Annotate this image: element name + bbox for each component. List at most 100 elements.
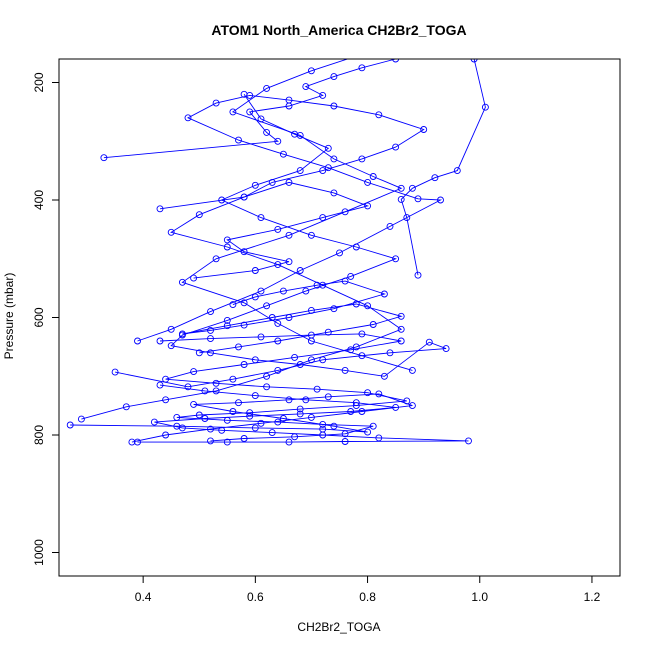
data-point — [274, 261, 282, 269]
data-point — [251, 424, 259, 432]
data-point — [330, 305, 338, 313]
data-point — [296, 267, 304, 274]
data-point — [291, 130, 299, 138]
data-point — [392, 403, 400, 411]
series-line — [137, 94, 443, 342]
data-point — [330, 73, 338, 81]
data-point — [358, 64, 366, 72]
y-axis: 200 400 600 800 1000 — [32, 72, 60, 566]
data-point — [257, 214, 265, 222]
data-point — [285, 96, 293, 104]
data-point — [431, 174, 439, 182]
plot-marks — [66, 59, 489, 446]
data-point — [330, 422, 338, 430]
data-point — [324, 144, 332, 152]
data-point — [408, 402, 416, 410]
data-point — [223, 243, 231, 251]
data-point — [414, 271, 422, 279]
data-point — [240, 90, 248, 98]
data-point — [257, 115, 265, 123]
data-point — [347, 346, 355, 354]
data-point — [134, 438, 141, 446]
series-line — [103, 59, 413, 371]
data-point — [403, 397, 411, 405]
data-point — [369, 173, 377, 180]
data-point — [341, 366, 349, 374]
data-point — [167, 342, 175, 350]
data-point — [285, 178, 293, 186]
data-point — [341, 277, 349, 285]
data-point — [279, 415, 287, 422]
data-point — [397, 195, 405, 203]
series-line — [159, 333, 407, 442]
data-point — [218, 196, 226, 204]
data-point — [240, 248, 248, 256]
data-point — [178, 424, 186, 432]
data-point — [341, 438, 349, 445]
series-line — [182, 280, 403, 354]
data-point — [223, 322, 231, 330]
data-point — [257, 287, 265, 295]
data-point — [414, 195, 422, 203]
data-point — [246, 108, 254, 116]
data-point — [397, 325, 405, 333]
data-point — [285, 396, 293, 404]
data-point — [212, 379, 220, 387]
data-point — [162, 396, 170, 404]
x-axis-label: CH2Br2_TOGA — [297, 620, 380, 634]
y-tick-label: 400 — [32, 190, 46, 210]
data-point — [207, 326, 214, 334]
data-point — [403, 214, 411, 222]
data-point — [207, 335, 214, 343]
data-point — [408, 366, 416, 374]
data-point — [324, 164, 332, 172]
data-point — [195, 349, 203, 357]
data-point — [251, 293, 259, 301]
x-tick-label: 0.6 — [247, 590, 264, 604]
data-point — [324, 393, 332, 401]
data-point — [307, 413, 315, 421]
data-point — [274, 319, 282, 327]
series-line — [115, 94, 447, 388]
data-point — [207, 437, 214, 445]
data-point — [263, 302, 271, 310]
data-point — [190, 368, 198, 376]
data-point — [375, 390, 383, 398]
data-point — [263, 383, 271, 391]
data-point — [223, 438, 231, 446]
data-point — [229, 408, 237, 415]
data-point — [134, 337, 141, 345]
y-tick-label: 1000 — [32, 539, 46, 566]
data-point — [156, 205, 164, 213]
data-point — [263, 372, 271, 380]
data-point — [380, 372, 388, 380]
data-point — [364, 202, 372, 210]
data-point — [240, 321, 248, 329]
y-tick-label: 600 — [32, 307, 46, 327]
data-point — [369, 321, 377, 328]
data-point — [285, 438, 293, 446]
data-point — [296, 167, 304, 175]
data-point — [156, 337, 164, 345]
data-point — [470, 59, 478, 63]
data-point — [302, 287, 310, 295]
data-point — [307, 306, 315, 314]
data-point — [251, 267, 259, 274]
data-point — [246, 409, 254, 417]
data-point — [375, 111, 383, 119]
data-point — [392, 255, 400, 263]
data-point — [274, 225, 282, 233]
data-point — [397, 337, 405, 345]
data-point — [319, 214, 327, 222]
data-point — [420, 126, 428, 133]
data-point — [257, 419, 265, 427]
data-point — [364, 389, 372, 397]
data-point — [162, 431, 170, 439]
data-point — [302, 396, 310, 404]
data-point — [425, 338, 433, 346]
data-point — [291, 353, 299, 361]
data-point — [240, 435, 248, 442]
data-point — [437, 196, 444, 204]
data-point — [190, 400, 198, 408]
